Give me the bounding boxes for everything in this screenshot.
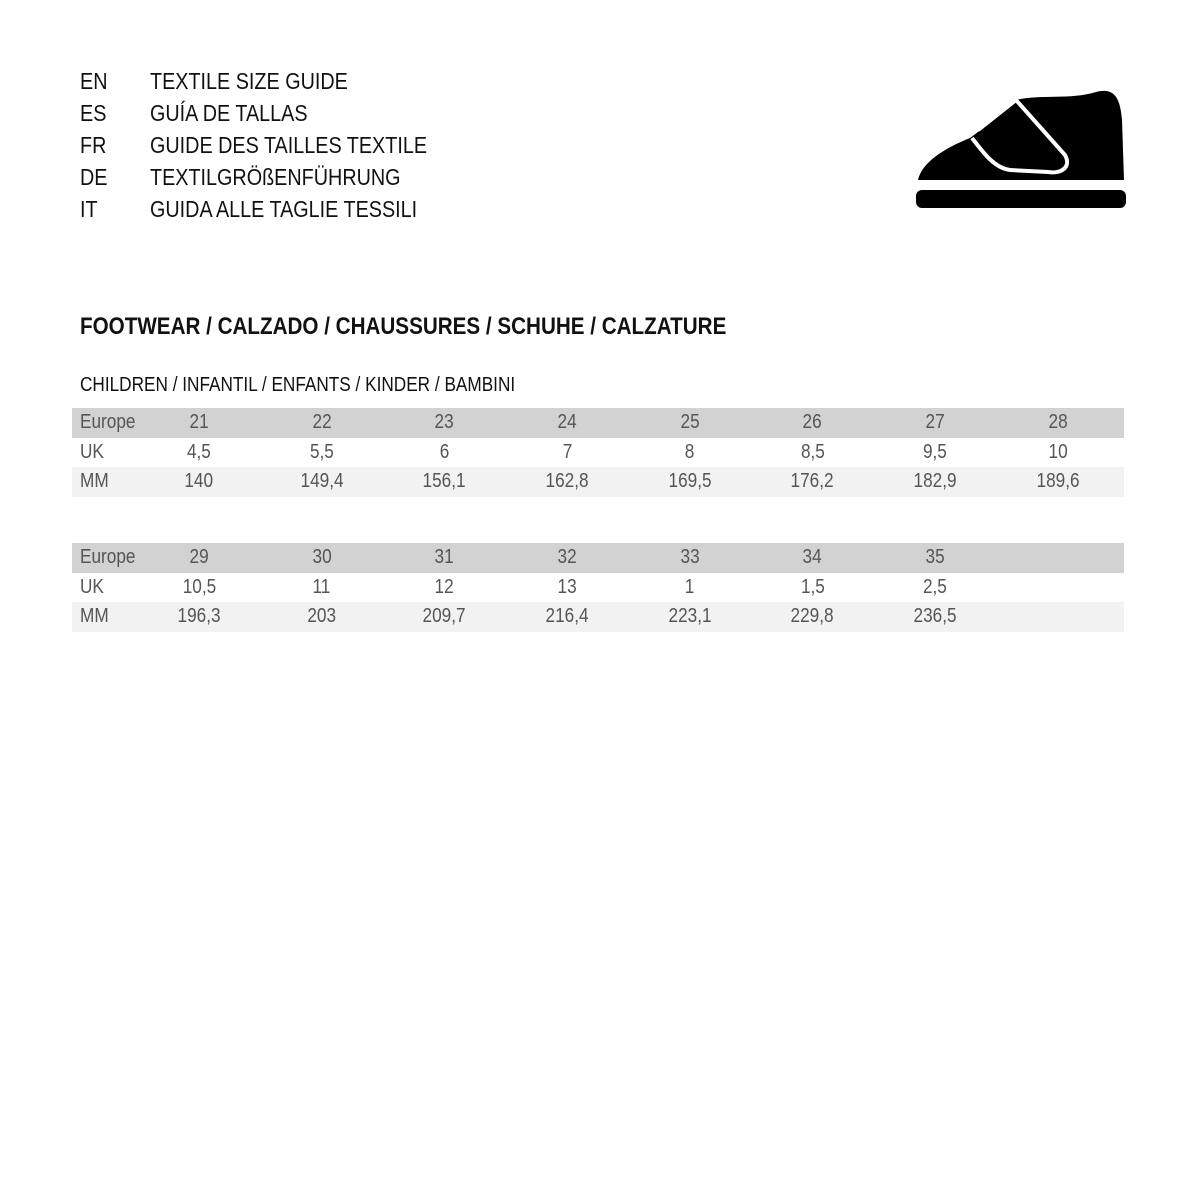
table-cell: 25 bbox=[680, 411, 700, 433]
table-cell: 4,5 bbox=[187, 440, 211, 463]
row-label: UK bbox=[80, 575, 104, 598]
language-code: FR bbox=[80, 132, 107, 158]
table-cell: 10,5 bbox=[182, 575, 216, 598]
table-cell: 229,8 bbox=[790, 605, 835, 627]
table-cell: 21 bbox=[189, 411, 209, 433]
table-cell: 33 bbox=[680, 546, 700, 568]
row-label: MM bbox=[80, 470, 109, 492]
table-cell: 29 bbox=[189, 546, 209, 568]
table-cell: 189,6 bbox=[1036, 470, 1080, 492]
table-cell: 149,4 bbox=[300, 470, 344, 492]
language-code: IT bbox=[80, 196, 98, 222]
table-row: Europe 21 22 23 24 25 26 27 28 bbox=[72, 408, 1124, 438]
table-row: Europe 29 30 31 32 33 34 35 bbox=[72, 543, 1124, 573]
table-cell: 8 bbox=[685, 440, 695, 463]
table-cell: 35 bbox=[925, 546, 945, 568]
table-cell: 203 bbox=[307, 605, 337, 627]
table-cell: 162,8 bbox=[545, 470, 589, 492]
table-cell: 11 bbox=[312, 575, 331, 598]
section-title: FOOTWEAR / CALZADO / CHAUSSURES / SCHUHE… bbox=[80, 313, 727, 340]
table-cell: 34 bbox=[802, 546, 823, 568]
table-row: UK 4,5 5,5 6 7 8 8,5 9,5 10 bbox=[72, 438, 1124, 468]
table-cell: 23 bbox=[434, 411, 454, 433]
row-label: MM bbox=[80, 605, 109, 627]
table-cell: 182,9 bbox=[913, 470, 957, 492]
table-cell: 7 bbox=[562, 440, 572, 463]
table-cell: 2,5 bbox=[923, 575, 948, 598]
table-cell: 236,5 bbox=[913, 605, 957, 627]
table-cell: 8,5 bbox=[800, 440, 825, 463]
guide-title: GUIDA ALLE TAGLIE TESSILI bbox=[150, 196, 418, 222]
guide-title: TEXTILE SIZE GUIDE bbox=[150, 68, 348, 94]
table-cell: 30 bbox=[312, 546, 332, 568]
table-row: MM 196,3 203 209,7 216,4 223,1 229,8 236,5 bbox=[72, 602, 1124, 632]
table-cell: 9,5 bbox=[923, 440, 948, 463]
size-table-2: Europe 29 30 31 32 33 34 35 UK 10,5 11 12 13 1 1,5 2,5 M… bbox=[72, 543, 1124, 632]
row-label: Europe bbox=[80, 546, 136, 568]
table-cell: 31 bbox=[434, 546, 454, 568]
guide-title: GUÍA DE TALLAS bbox=[150, 100, 308, 126]
table-cell: 6 bbox=[439, 440, 450, 463]
table-cell: 223,1 bbox=[668, 605, 712, 627]
table-cell: 140 bbox=[184, 470, 214, 492]
table-cell: 209,7 bbox=[422, 605, 466, 627]
table-row: MM 140 149,4 156,1 162,8 169,5 176,2 182,9 189,6 bbox=[72, 467, 1124, 497]
size-table-1: Europe 21 22 23 24 25 26 27 28 UK 4,5 5,5 6 7 8 8,5 9,5 1… bbox=[72, 408, 1124, 497]
shoe-velcro-icon bbox=[916, 90, 1126, 208]
table-cell: 156,1 bbox=[422, 470, 466, 492]
table-cell: 24 bbox=[557, 411, 577, 433]
table-cell: 32 bbox=[557, 546, 577, 568]
language-code: ES bbox=[80, 100, 107, 126]
table-cell: 22 bbox=[312, 411, 332, 433]
table-cell: 13 bbox=[557, 575, 577, 598]
sub-title: CHILDREN / INFANTIL / ENFANTS / KINDER /… bbox=[80, 374, 516, 396]
guide-title: GUIDE DES TAILLES TEXTILE bbox=[150, 132, 428, 158]
table-cell: 27 bbox=[925, 411, 945, 433]
table-cell: 176,2 bbox=[790, 470, 835, 492]
language-code: EN bbox=[80, 68, 108, 94]
row-label: UK bbox=[80, 440, 104, 463]
table-cell: 196,3 bbox=[177, 605, 221, 627]
table-cell: 5,5 bbox=[309, 440, 334, 463]
table-row: UK 10,5 11 12 13 1 1,5 2,5 bbox=[72, 573, 1124, 603]
table-cell: 1,5 bbox=[800, 575, 825, 598]
guide-title: TEXTILGRÖßENFÜHRUNG bbox=[150, 164, 401, 190]
table-cell: 216,4 bbox=[545, 605, 589, 627]
table-cell: 28 bbox=[1048, 411, 1068, 433]
table-cell: 12 bbox=[434, 575, 454, 598]
table-cell: 10 bbox=[1048, 440, 1068, 463]
table-cell: 26 bbox=[802, 411, 823, 433]
table-cell: 1 bbox=[685, 575, 695, 598]
table-cell: 169,5 bbox=[668, 470, 712, 492]
language-code: DE bbox=[80, 164, 108, 190]
row-label: Europe bbox=[80, 411, 136, 433]
